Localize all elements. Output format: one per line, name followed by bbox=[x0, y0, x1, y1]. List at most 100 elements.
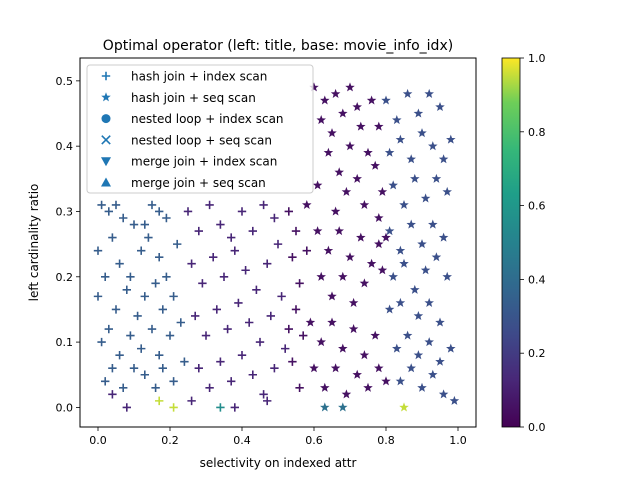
hash-seq-point bbox=[449, 395, 460, 405]
hash-index-point bbox=[291, 305, 301, 314]
hash-index-point bbox=[191, 311, 200, 321]
hash-index-point bbox=[270, 213, 279, 223]
hash-seq-point bbox=[417, 239, 427, 249]
hash-seq-point bbox=[302, 199, 312, 209]
hash-index-point bbox=[263, 259, 272, 268]
hash-seq-point bbox=[338, 108, 348, 118]
hash-seq-point bbox=[370, 330, 380, 340]
x-axis-label: selectivity on indexed attr bbox=[200, 456, 357, 470]
hash-seq-point bbox=[370, 160, 380, 170]
hash-seq-point bbox=[377, 265, 388, 275]
hash-seq-point bbox=[388, 271, 398, 281]
hash-index-point bbox=[252, 285, 261, 295]
hash-index-point bbox=[205, 200, 214, 210]
hash-seq-point bbox=[374, 121, 384, 131]
hash-seq-point bbox=[334, 167, 344, 177]
hash-seq-point bbox=[435, 101, 445, 112]
hash-seq-point bbox=[327, 291, 337, 301]
hash-index-point bbox=[284, 324, 293, 334]
hash-index-point bbox=[162, 272, 171, 281]
legend-marker bbox=[101, 177, 111, 187]
hash-index-point bbox=[237, 350, 247, 360]
hash-index-point bbox=[97, 200, 106, 210]
hash-index-point bbox=[147, 200, 157, 210]
hash-index-point bbox=[158, 305, 167, 314]
hash-seq-point bbox=[384, 147, 395, 157]
y-tick-label: 0.5 bbox=[56, 75, 74, 88]
y-tick-label: 0.2 bbox=[56, 271, 74, 284]
hash-seq-point bbox=[399, 402, 409, 412]
hash-seq-point bbox=[316, 337, 326, 347]
colorbar-tick-label: 0.0 bbox=[528, 421, 546, 434]
legend-label: merge join + index scan bbox=[131, 155, 277, 169]
hash-seq-point bbox=[316, 271, 326, 281]
hash-seq-point bbox=[428, 141, 438, 151]
hash-seq-point bbox=[338, 271, 348, 281]
hash-index-point bbox=[216, 403, 225, 412]
hash-index-point bbox=[137, 246, 146, 255]
hash-seq-point bbox=[356, 121, 366, 131]
x-axis-ticks: 0.0 0.2 0.4 0.6 0.8 1.0 bbox=[89, 427, 467, 447]
y-tick-label: 0.1 bbox=[56, 336, 74, 349]
hash-seq-point bbox=[384, 304, 395, 314]
hash-index-point bbox=[263, 396, 272, 406]
colorbar-tick-label: 0.2 bbox=[528, 347, 546, 360]
hash-seq-point bbox=[402, 330, 413, 340]
colorbar-tick-label: 0.4 bbox=[528, 273, 546, 286]
hash-seq-point bbox=[446, 134, 456, 144]
hash-seq-point bbox=[442, 186, 452, 196]
hash-index-point bbox=[241, 266, 250, 275]
hash-seq-point bbox=[392, 115, 402, 125]
hash-index-point bbox=[291, 226, 301, 236]
points-layer bbox=[93, 82, 460, 412]
hash-seq-point bbox=[381, 95, 391, 105]
hash-index-point bbox=[281, 344, 290, 353]
hash-index-point bbox=[194, 226, 203, 236]
hash-index-point bbox=[201, 331, 211, 340]
colorbar-tick-label: 0.8 bbox=[528, 126, 546, 139]
hash-index-point bbox=[108, 233, 117, 242]
hash-seq-point bbox=[395, 245, 406, 255]
hash-seq-point bbox=[435, 356, 445, 366]
hash-index-point bbox=[288, 357, 297, 366]
hash-seq-point bbox=[309, 363, 319, 373]
hash-index-point bbox=[223, 324, 232, 334]
hash-seq-point bbox=[330, 88, 341, 98]
hash-seq-point bbox=[352, 173, 362, 183]
legend: hash join + index scan hash join + seq sc… bbox=[86, 64, 314, 194]
hash-seq-point bbox=[428, 369, 438, 379]
hash-index-point bbox=[93, 292, 103, 301]
legend-marker bbox=[101, 92, 111, 102]
hash-seq-point bbox=[352, 101, 362, 112]
hash-seq-point bbox=[417, 128, 427, 138]
hash-seq-point bbox=[345, 82, 355, 92]
hash-index-point bbox=[97, 337, 106, 347]
hash-index-point bbox=[93, 246, 103, 255]
hash-seq-point bbox=[309, 82, 319, 92]
hash-seq-point bbox=[384, 226, 395, 236]
hash-seq-point bbox=[388, 180, 398, 190]
hash-index-point bbox=[169, 377, 178, 386]
hash-seq-point bbox=[341, 389, 352, 399]
x-tick-label: 1.0 bbox=[449, 434, 467, 447]
hash-seq-point bbox=[438, 154, 449, 164]
hash-seq-point bbox=[312, 180, 323, 190]
hash-seq-point bbox=[363, 382, 373, 392]
hash-index-point bbox=[133, 311, 142, 321]
hash-seq-point bbox=[330, 363, 341, 373]
hash-index-point bbox=[273, 239, 283, 249]
hash-seq-point bbox=[438, 389, 449, 399]
hash-index-point bbox=[119, 213, 128, 223]
hash-index-point bbox=[209, 252, 218, 262]
hash-seq-point bbox=[424, 337, 434, 347]
legend-label: hash join + index scan bbox=[131, 70, 267, 84]
x-tick-label: 0.0 bbox=[89, 434, 107, 447]
hash-index-point bbox=[108, 364, 117, 373]
hash-seq-point bbox=[381, 376, 391, 386]
hash-index-point bbox=[169, 403, 178, 412]
colorbar-gradient bbox=[501, 57, 521, 428]
hash-seq-point bbox=[374, 363, 384, 373]
hash-seq-point bbox=[406, 363, 416, 373]
hash-index-point bbox=[259, 390, 268, 399]
hash-index-point bbox=[248, 226, 257, 236]
